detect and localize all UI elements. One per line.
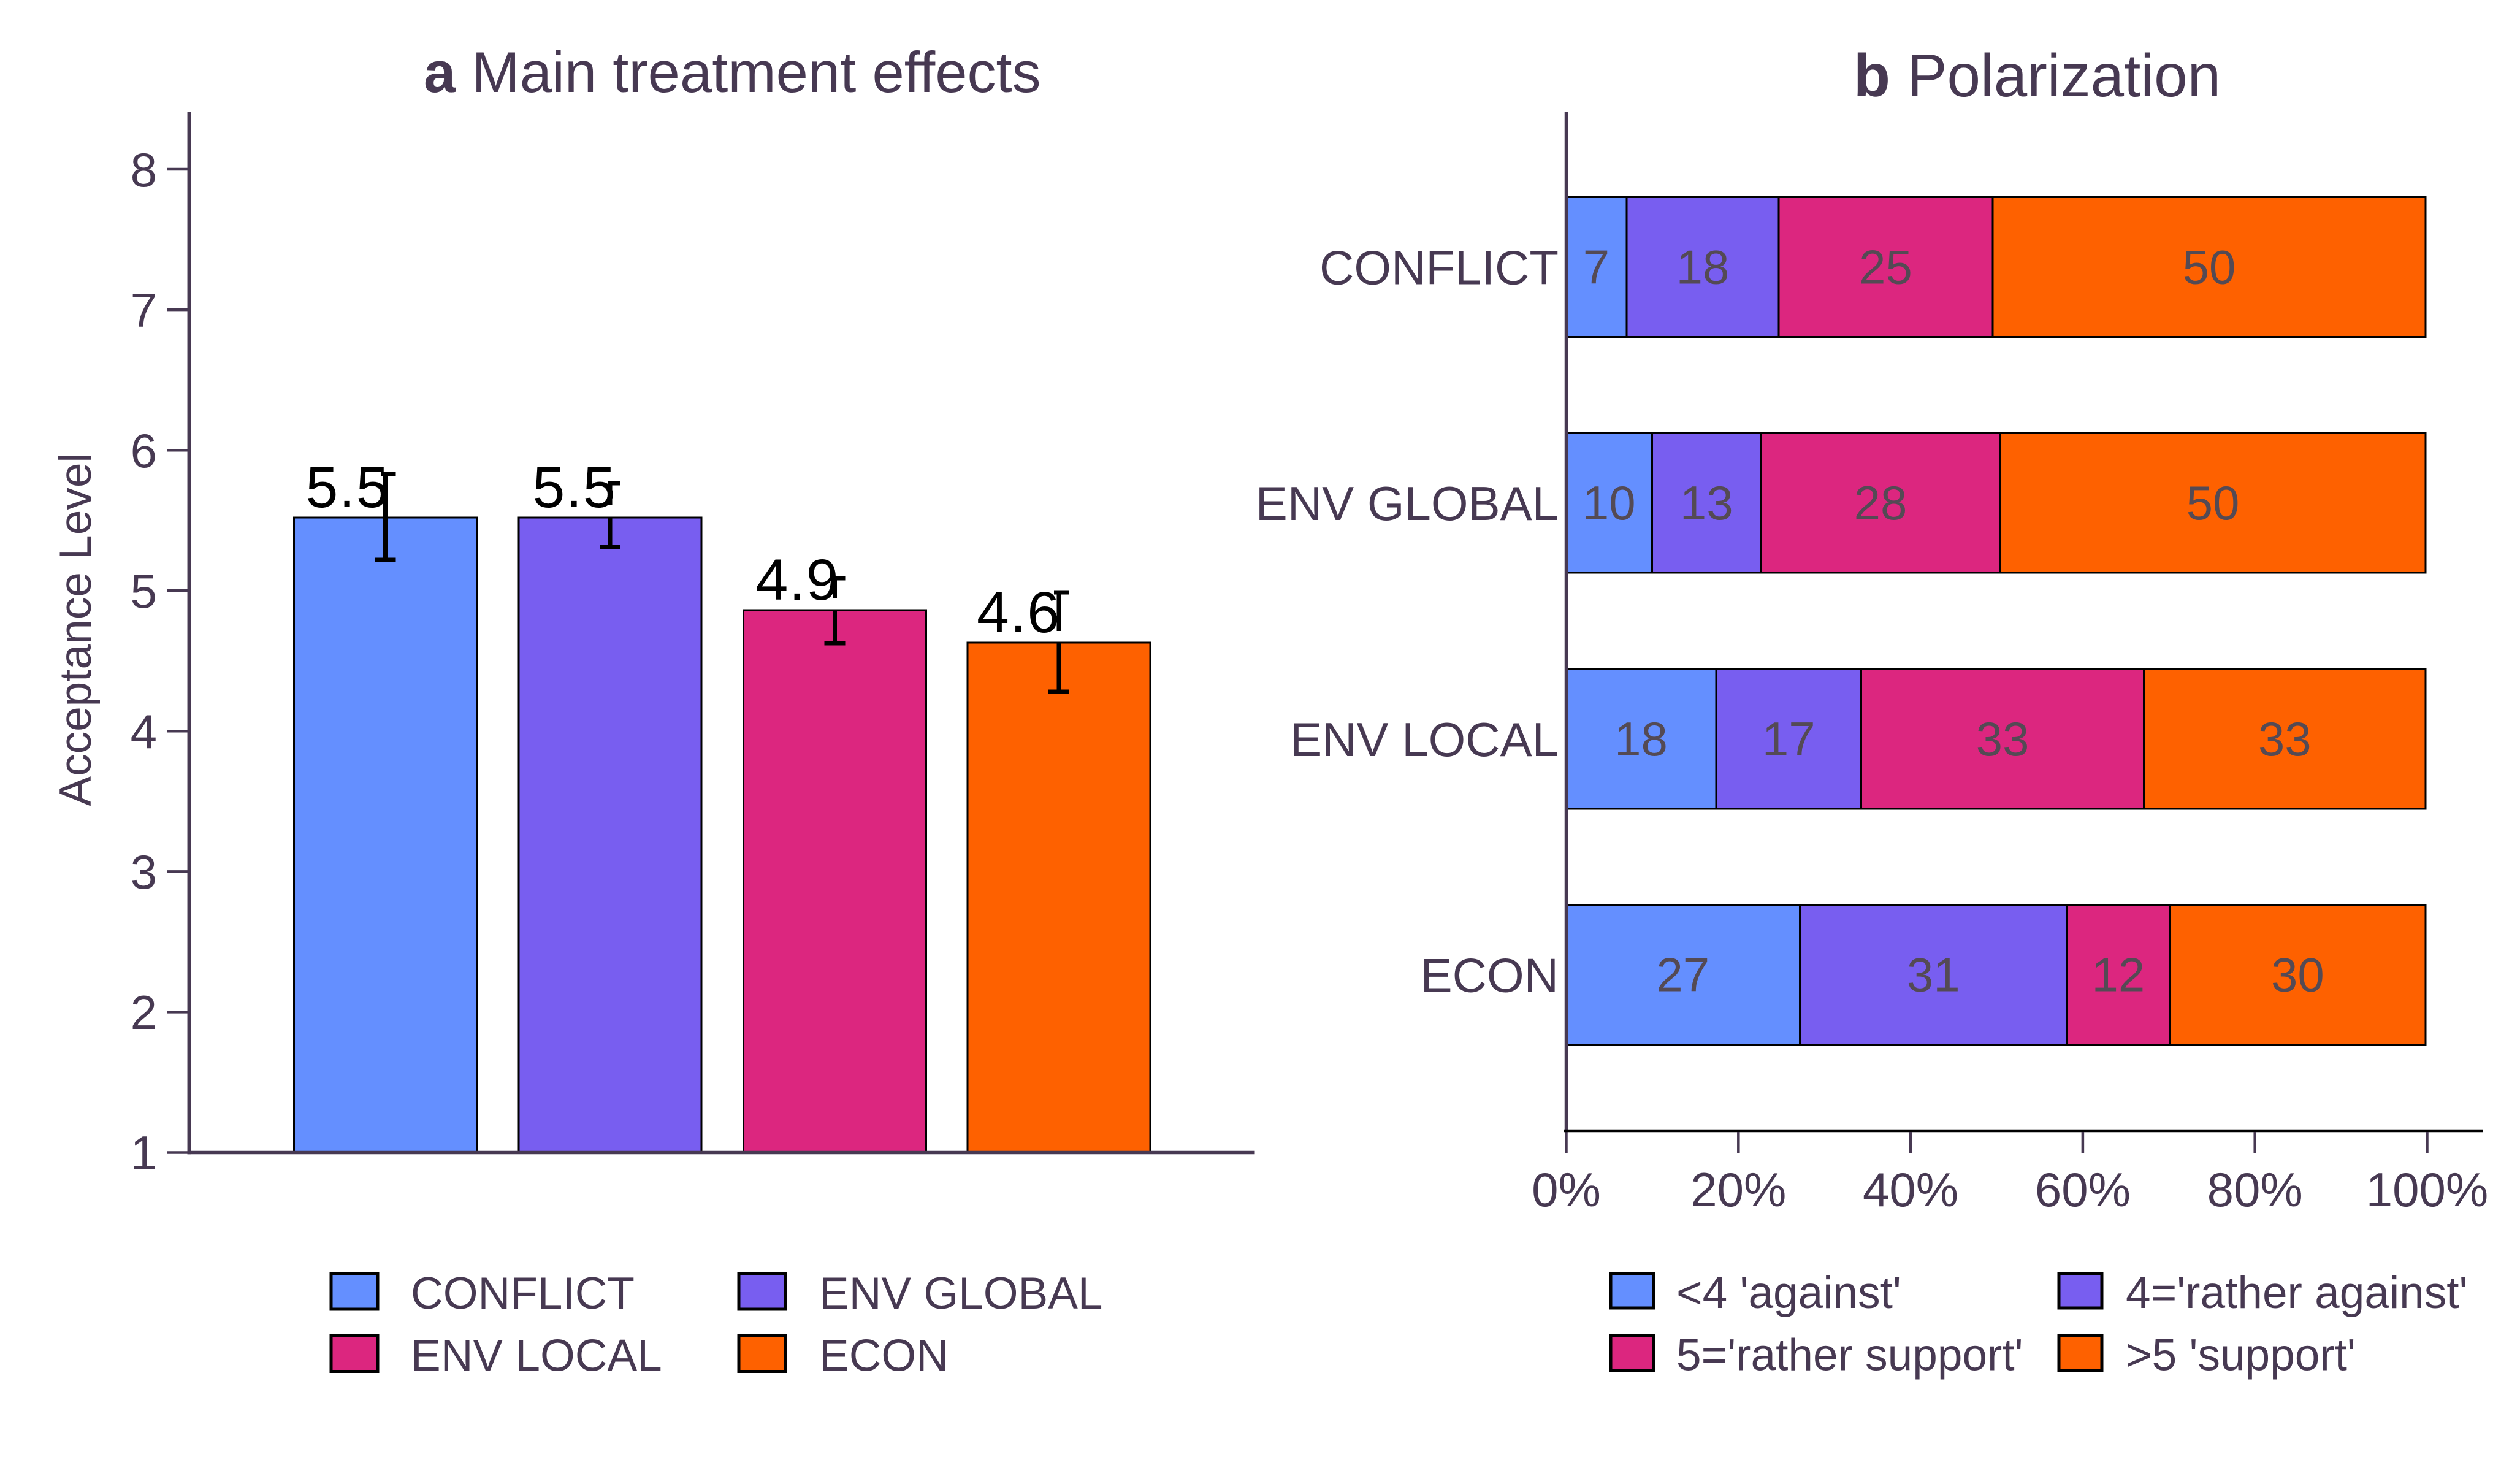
svg-text:60%: 60% [2035, 1163, 2131, 1217]
svg-text:17: 17 [1762, 712, 1816, 766]
svg-text:4.6: 4.6 [977, 580, 1061, 645]
svg-text:30: 30 [2271, 948, 2324, 1002]
svg-text:18: 18 [1676, 240, 1730, 294]
svg-text:b Polarization: b Polarization [1854, 42, 2221, 109]
svg-text:ECON: ECON [1421, 949, 1559, 1003]
svg-text:ENV GLOBAL: ENV GLOBAL [1256, 476, 1559, 530]
svg-text:4.9: 4.9 [756, 548, 840, 613]
svg-text:10: 10 [1583, 476, 1636, 530]
svg-text:28: 28 [1854, 476, 1907, 530]
svg-text:100%: 100% [2366, 1163, 2489, 1217]
svg-text:6: 6 [131, 424, 157, 478]
svg-text:ENV GLOBAL: ENV GLOBAL [819, 1269, 1103, 1318]
svg-text:20%: 20% [1690, 1163, 1786, 1217]
svg-text:0%: 0% [1532, 1163, 1601, 1217]
svg-text:5.5: 5.5 [306, 455, 390, 520]
svg-text:5.5: 5.5 [533, 455, 617, 520]
svg-text:50: 50 [2186, 476, 2240, 530]
svg-text:7: 7 [1583, 240, 1609, 294]
svg-text:<4 'against': <4 'against' [1676, 1268, 1901, 1318]
svg-text:40%: 40% [1863, 1163, 1958, 1217]
svg-text:CONFLICT: CONFLICT [1319, 241, 1559, 295]
svg-text:ECON: ECON [819, 1331, 949, 1381]
svg-text:50: 50 [2183, 240, 2236, 294]
svg-text:25: 25 [1859, 240, 1912, 294]
svg-text:33: 33 [1976, 712, 2029, 766]
svg-text:4='rather against': 4='rather against' [2126, 1268, 2467, 1318]
svg-text:33: 33 [2258, 712, 2312, 766]
svg-text:5: 5 [131, 564, 157, 618]
svg-text:12: 12 [2092, 948, 2145, 1002]
svg-text:18: 18 [1614, 712, 1668, 766]
svg-text:1: 1 [131, 1126, 157, 1180]
svg-text:8: 8 [131, 143, 157, 197]
svg-text:2: 2 [131, 985, 157, 1039]
svg-text:>5 'support': >5 'support' [2126, 1331, 2356, 1380]
svg-text:27: 27 [1656, 948, 1709, 1002]
svg-text:a Main treatment effects: a Main treatment effects [424, 40, 1041, 104]
svg-text:4: 4 [131, 705, 157, 759]
svg-text:ENV LOCAL: ENV LOCAL [1290, 713, 1559, 767]
svg-text:5='rather support': 5='rather support' [1676, 1331, 2023, 1380]
svg-text:80%: 80% [2207, 1163, 2303, 1217]
svg-text:13: 13 [1680, 476, 1733, 530]
svg-text:7: 7 [131, 283, 157, 337]
svg-text:ENV LOCAL: ENV LOCAL [411, 1331, 662, 1381]
svg-text:Acceptance Level: Acceptance Level [51, 453, 101, 806]
svg-text:31: 31 [1907, 948, 1960, 1002]
svg-text:CONFLICT: CONFLICT [411, 1269, 635, 1318]
svg-text:3: 3 [131, 845, 157, 899]
